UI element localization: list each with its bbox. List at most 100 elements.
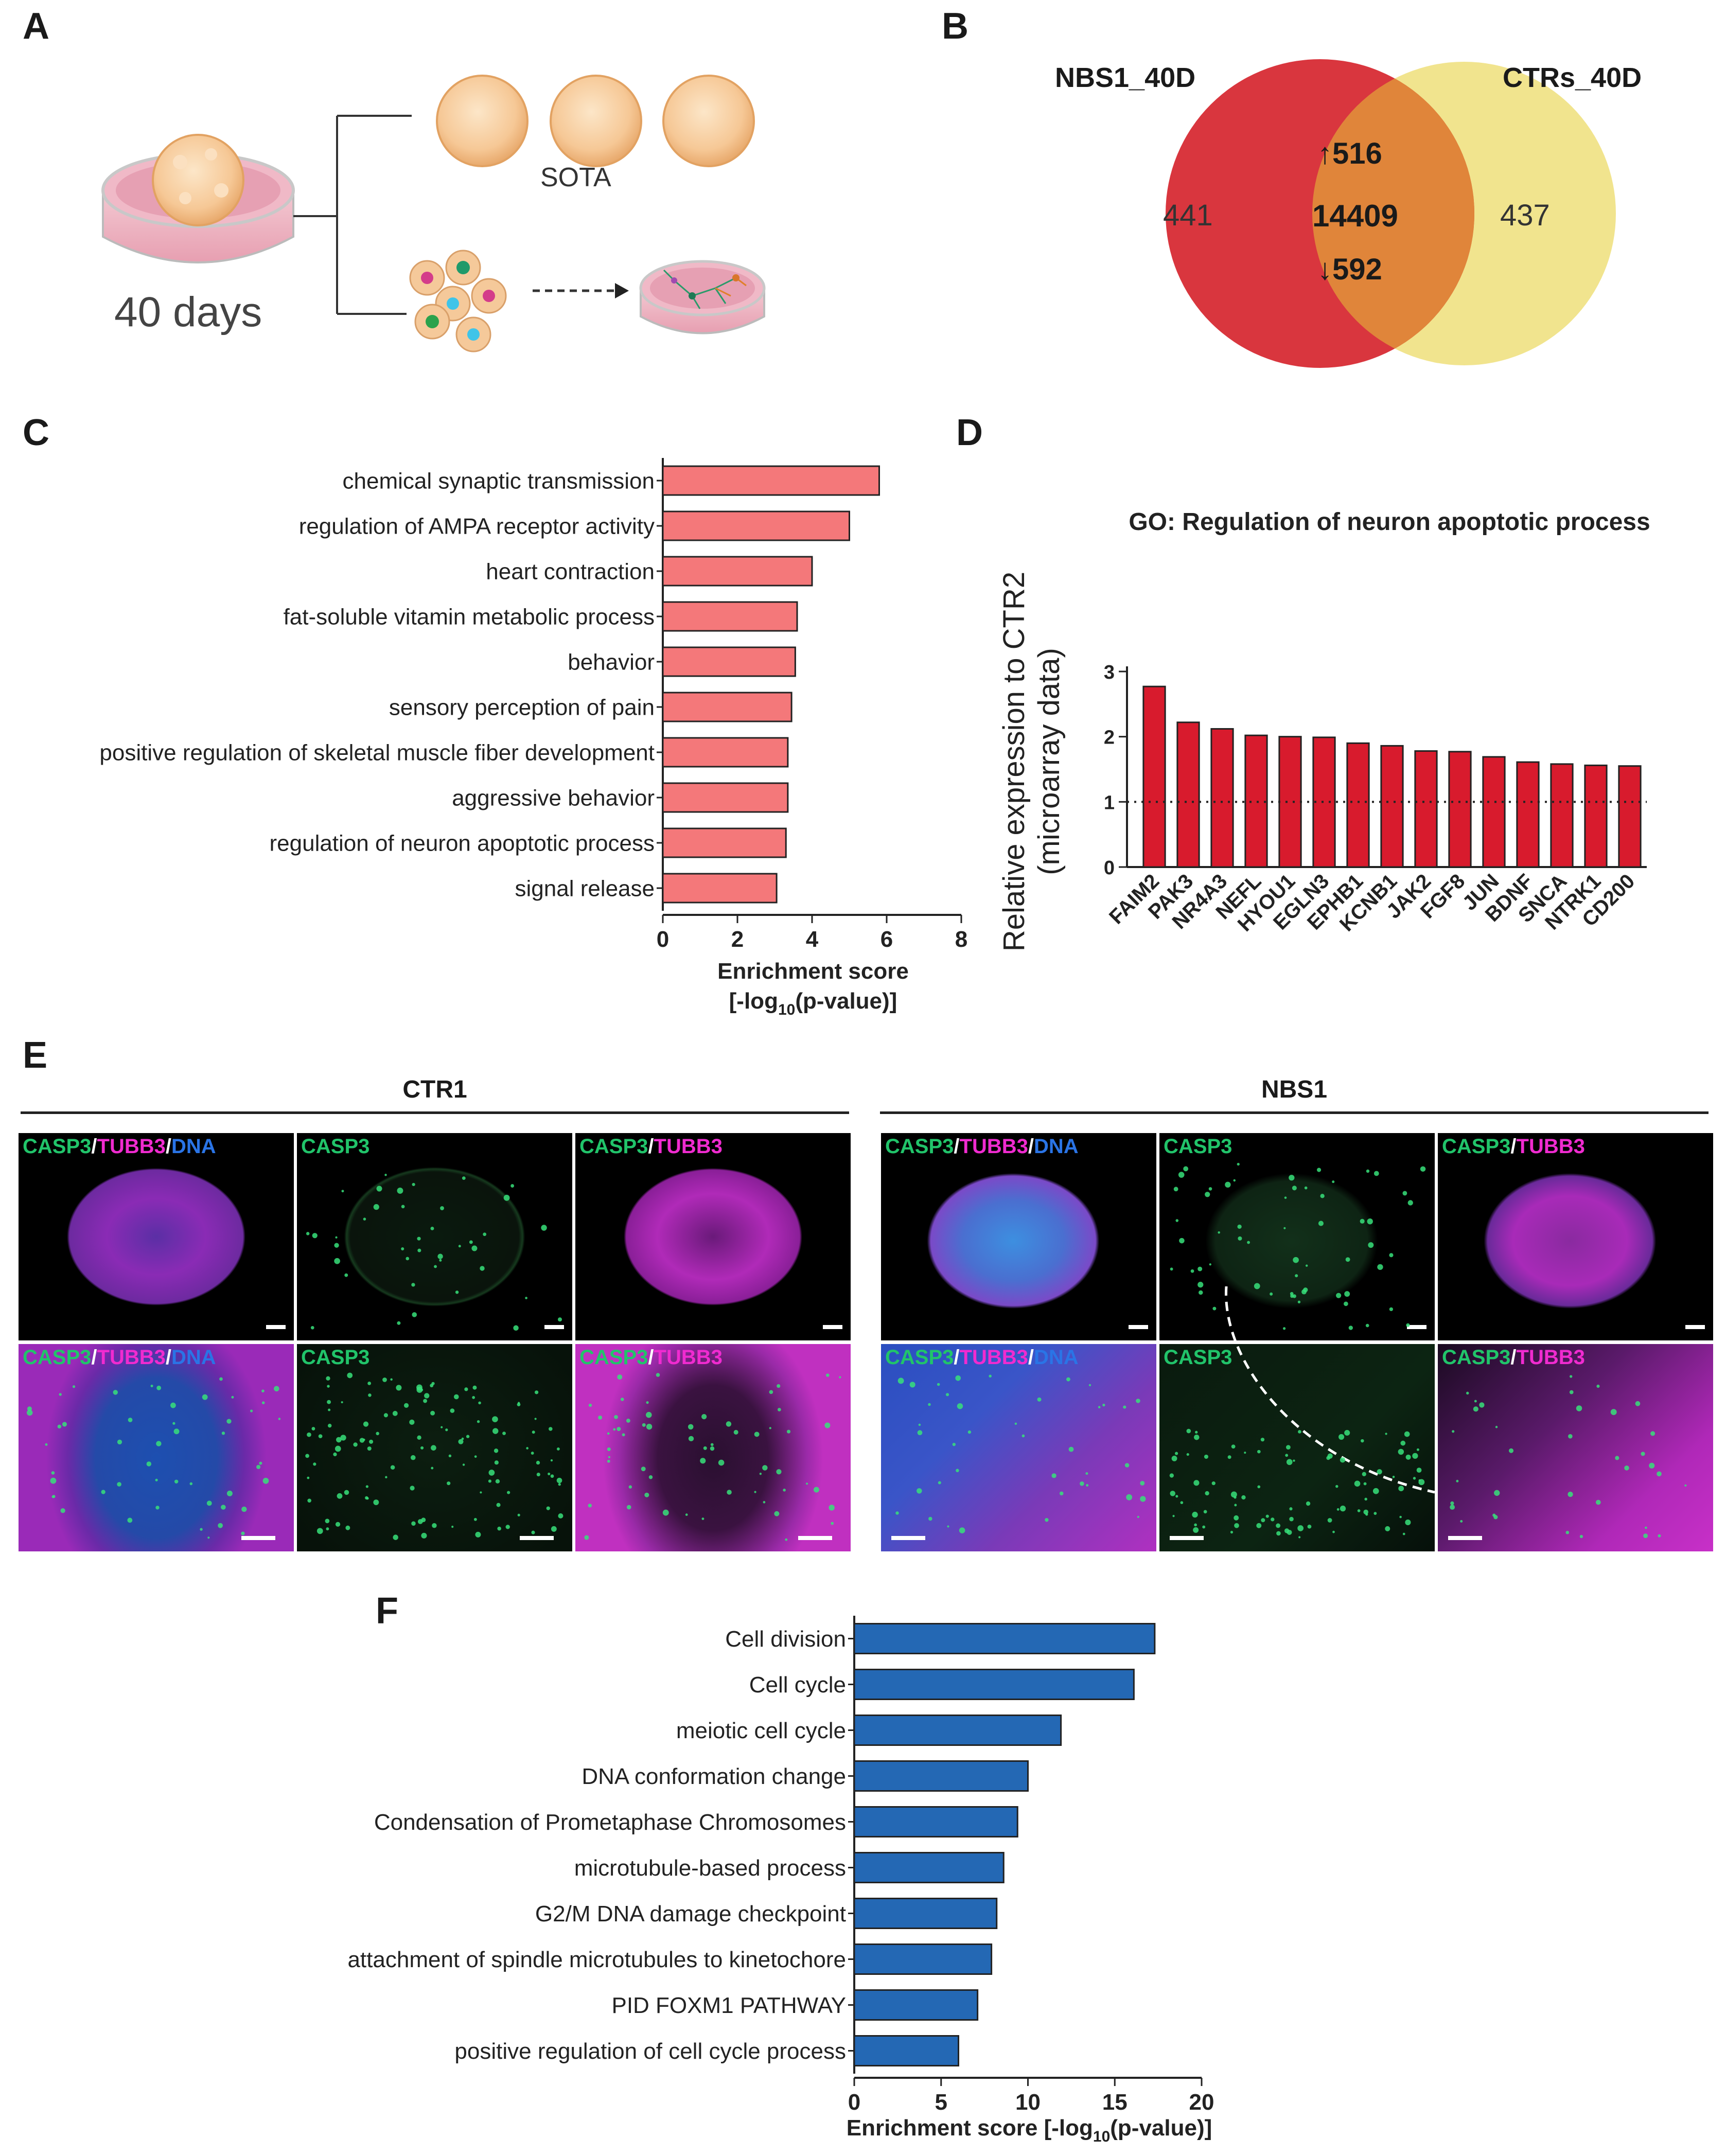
chart-c: chemical synaptic transmission regulation… (99, 458, 967, 1018)
micrograph-nbs1-casp3-overview: CASP3 (1159, 1133, 1435, 1340)
x-tick-label: 4 (806, 927, 819, 952)
category-label: G2/M DNA damage checkpoint (535, 1901, 846, 1927)
bar (853, 1715, 1062, 1746)
category-label: Condensation of Prometaphase Chromosomes (374, 1810, 846, 1835)
bar (662, 556, 813, 587)
arrow-right-icon (533, 283, 629, 298)
micrograph-tag: CASP3/TUBB3 (1442, 1346, 1585, 1369)
category-label: regulation of neuron apoptotic process (270, 830, 655, 856)
scale-bar (1685, 1325, 1705, 1329)
bar (662, 873, 778, 904)
micrograph-tag: CASP3/TUBB3/DNA (23, 1346, 216, 1369)
panel-label-c: C (23, 412, 49, 453)
scale-bar (266, 1325, 286, 1329)
venn-up-count: ↑516 (1317, 136, 1382, 171)
micrograph-tag: CASP3 (301, 1135, 370, 1158)
category-label: regulation of AMPA receptor activity (299, 514, 655, 539)
group-title-nbs1: NBS1 (1261, 1076, 1328, 1103)
micrograph-ctr1-casp3-zoom: CASP3 (297, 1344, 572, 1551)
micrograph-nbs1-casp3-zoom: CASP3 (1159, 1344, 1435, 1551)
y-axis-title: Relative expression to CTR2 (997, 572, 1031, 951)
x-tick-label: 10 (1015, 2090, 1041, 2115)
bar (1142, 685, 1166, 868)
y-tick-label: 2 (1104, 727, 1115, 749)
boundary-dashed-line (1225, 1286, 1435, 1494)
micrograph-ctr1-casp3-overview: CASP3 (297, 1133, 572, 1340)
bar (662, 782, 789, 813)
sota-label: SOTA (540, 163, 611, 192)
category-label: DNA conformation change (582, 1764, 846, 1789)
bar (662, 827, 787, 858)
x-tick-label: 20 (1189, 2090, 1214, 2115)
y-axis-title-line2: (microarray data) (1032, 648, 1066, 875)
micrograph-nbs1-merge-overview: CASP3/TUBB3/DNA (881, 1133, 1156, 1340)
scale-bar (1407, 1325, 1426, 1329)
scale-bar (520, 1536, 554, 1540)
category-label: Cell cycle (749, 1672, 846, 1698)
bar (662, 510, 850, 541)
venn-right-set-label: CTRs_40D (1503, 62, 1642, 93)
bar (1346, 742, 1370, 868)
micrograph-tag: CASP3/TUBB3 (579, 1346, 723, 1369)
micrograph-tag: CASP3/TUBB3 (579, 1135, 723, 1158)
category-label: positive regulation of cell cycle proces… (454, 2039, 846, 2064)
bar (853, 1852, 1005, 1883)
bar (1550, 763, 1574, 868)
x-tick-label: 0 (657, 927, 669, 952)
micrograph-tag: CASP3 (1164, 1346, 1232, 1369)
micrograph-tag: CASP3/TUBB3/DNA (23, 1135, 216, 1158)
bar (853, 1669, 1135, 1700)
panel-label-a: A (23, 6, 49, 47)
venn-up-value: 516 (1332, 137, 1382, 170)
micrograph-ctr1-casp3-tubb3-overview: CASP3/TUBB3 (575, 1133, 851, 1340)
micrograph-nbs1-casp3-tubb3-overview: CASP3/TUBB3 (1438, 1133, 1713, 1340)
scale-bar (241, 1536, 275, 1540)
bar (1176, 721, 1200, 868)
sota-organoids-icon (436, 75, 755, 167)
bar (1278, 736, 1302, 868)
bar (662, 737, 789, 768)
x-axis-title: Enrichment score (717, 959, 909, 984)
days-label: 40 days (114, 289, 262, 335)
x-tick-label: 6 (880, 927, 893, 952)
venn-diagram (1166, 59, 1616, 368)
x-axis-title: Enrichment score [-log10(p-value)] (847, 2115, 1212, 2145)
venn-overlap (1312, 62, 1474, 365)
category-label: signal release (515, 876, 655, 901)
category-label: meiotic cell cycle (676, 1718, 846, 1743)
panel-label-d: D (956, 412, 983, 453)
dissociated-cells-icon (409, 250, 507, 352)
x-axis-title-line2: [-log10(p-value)] (729, 988, 897, 1018)
micrograph-nbs1-merge-zoom: CASP3/TUBB3/DNA (881, 1344, 1156, 1551)
category-label: behavior (568, 649, 655, 675)
bar (853, 1989, 979, 2021)
bar (1516, 761, 1540, 868)
chart-f: Cell division Cell cycle meiotic cell cycl… (347, 1616, 1214, 2145)
x-tick-label: 5 (935, 2090, 947, 2115)
bar (853, 1623, 1156, 1654)
category-label: heart contraction (486, 559, 655, 584)
venn-shared-count: 14409 (1312, 199, 1398, 233)
bar (1414, 750, 1438, 868)
bar (1448, 751, 1472, 868)
bar (662, 465, 880, 496)
group-title-ctr1: CTR1 (402, 1076, 467, 1103)
panel-label-b: B (942, 6, 968, 47)
bar (1312, 736, 1336, 868)
y-tick-label: 3 (1104, 662, 1115, 683)
chart-d: GO: Regulation of neuron apoptotic proce… (997, 508, 1650, 951)
category-label: chemical synaptic transmission (343, 468, 655, 493)
category-label: fat-soluble vitamin metabolic process (284, 604, 655, 629)
x-tick-label: 15 (1102, 2090, 1128, 2115)
bar (853, 2035, 959, 2066)
bar (1482, 756, 1506, 868)
bar (1210, 728, 1234, 868)
micrograph-ctr1-merge-overview: CASP3/TUBB3/DNA (19, 1133, 294, 1340)
group-rule-ctr1 (21, 1111, 849, 1114)
y-tick-label: 0 (1104, 857, 1115, 879)
scale-bar (823, 1325, 842, 1329)
scale-bar (1129, 1325, 1148, 1329)
chart-title: GO: Regulation of neuron apoptotic proce… (1129, 508, 1650, 536)
scale-bar (544, 1325, 564, 1329)
category-label: PID FOXM1 PATHWAY (611, 1993, 846, 2018)
